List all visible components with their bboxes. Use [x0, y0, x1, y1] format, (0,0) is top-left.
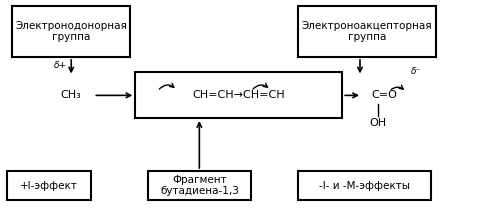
Text: δ⁻: δ⁻ — [411, 67, 421, 76]
FancyBboxPatch shape — [12, 6, 130, 57]
FancyBboxPatch shape — [148, 171, 251, 200]
Text: Электроноакцепторная
группа: Электроноакцепторная группа — [301, 21, 432, 42]
Text: +I-эффект: +I-эффект — [20, 181, 78, 191]
FancyBboxPatch shape — [7, 171, 91, 200]
FancyBboxPatch shape — [298, 171, 431, 200]
Text: Электронодонорная
группа: Электронодонорная группа — [15, 21, 127, 42]
Text: -I- и -M-эффекты: -I- и -M-эффекты — [319, 181, 410, 191]
Text: δ+: δ+ — [54, 61, 67, 70]
Text: CH₃: CH₃ — [61, 90, 82, 100]
Text: C=O: C=O — [371, 90, 397, 100]
Text: Фрагмент
бутадиена-1,3: Фрагмент бутадиена-1,3 — [160, 175, 239, 196]
FancyBboxPatch shape — [135, 72, 342, 118]
Text: OH: OH — [370, 118, 387, 128]
FancyBboxPatch shape — [298, 6, 436, 57]
Text: CH=CH→CH=CH: CH=CH→CH=CH — [193, 90, 285, 100]
